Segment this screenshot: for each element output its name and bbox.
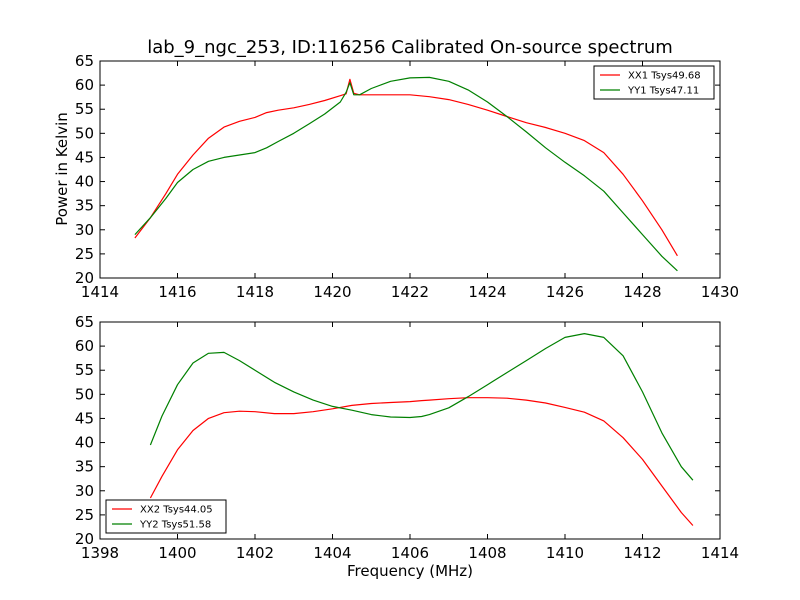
y-axis-label: Power in Kelvin (53, 112, 71, 226)
x-tick-label: 1426 (546, 283, 584, 301)
x-axis-label: Frequency (MHz) (347, 562, 473, 580)
x-tick-label: 1406 (391, 544, 429, 562)
legend (593, 65, 715, 100)
x-tick-label: 1398 (81, 544, 119, 562)
y-tick-label: 40 (75, 173, 94, 191)
chart-title: lab_9_ngc_253, ID:116256 Calibrated On-s… (147, 37, 673, 58)
x-tick-label: 1430 (701, 283, 739, 301)
x-tick-label: 1418 (236, 283, 274, 301)
y-tick-label: 50 (75, 124, 94, 142)
y-tick-label: 55 (75, 100, 94, 118)
y-tick-label: 45 (75, 148, 94, 166)
x-tick-label: 1410 (546, 544, 584, 562)
y-tick-label: 55 (75, 361, 94, 379)
y-tick-label: 35 (75, 197, 94, 215)
legend-entry: YY2 Tsys51.58 (139, 520, 211, 531)
x-tick-label: 1428 (623, 283, 661, 301)
x-tick-label: 1416 (158, 283, 196, 301)
legend (105, 499, 227, 534)
x-tick-label: 1422 (391, 283, 429, 301)
x-tick-label: 1402 (236, 544, 274, 562)
y-tick-label: 45 (75, 409, 94, 427)
y-tick-label: 65 (75, 52, 94, 70)
x-tick-label: 1414 (81, 283, 119, 301)
y-tick-label: 35 (75, 458, 94, 476)
legend-entry: XX2 Tsys44.05 (140, 505, 213, 516)
y-tick-label: 20 (75, 269, 94, 287)
x-tick-label: 1414 (701, 544, 739, 562)
series-line-xx2 (149, 397, 694, 526)
legend-entry: YY1 Tsys47.11 (627, 86, 699, 97)
series-line-yy2 (149, 333, 694, 481)
legend-entry: XX1 Tsys49.68 (628, 71, 701, 82)
x-tick-label: 1408 (468, 544, 506, 562)
y-tick-label: 40 (75, 434, 94, 452)
x-tick-label: 1420 (313, 283, 351, 301)
bottom-spectrum-panel: Frequency (MHz) 1398 1400 1402 1404 1406 1408… (75, 313, 739, 580)
y-tick-label: 60 (75, 76, 94, 94)
y-tick-label: 30 (75, 221, 94, 239)
top-spectrum-panel: Power in Kelvin 1414 1416 1418 1420 1422 1424… (53, 52, 739, 301)
y-tick-label: 60 (75, 337, 94, 355)
y-tick-label: 65 (75, 313, 94, 331)
x-tick-label: 1424 (468, 283, 506, 301)
y-tick-label: 25 (75, 506, 94, 524)
y-tick-label: 30 (75, 482, 94, 500)
y-tick-label: 50 (75, 385, 94, 403)
series-line-xx1 (134, 78, 678, 257)
x-tick-label: 1404 (313, 544, 351, 562)
x-tick-label: 1400 (158, 544, 196, 562)
x-tick-label: 1412 (623, 544, 661, 562)
y-tick-label: 20 (75, 530, 94, 548)
y-tick-label: 25 (75, 245, 94, 263)
series-line-yy1 (134, 76, 678, 272)
